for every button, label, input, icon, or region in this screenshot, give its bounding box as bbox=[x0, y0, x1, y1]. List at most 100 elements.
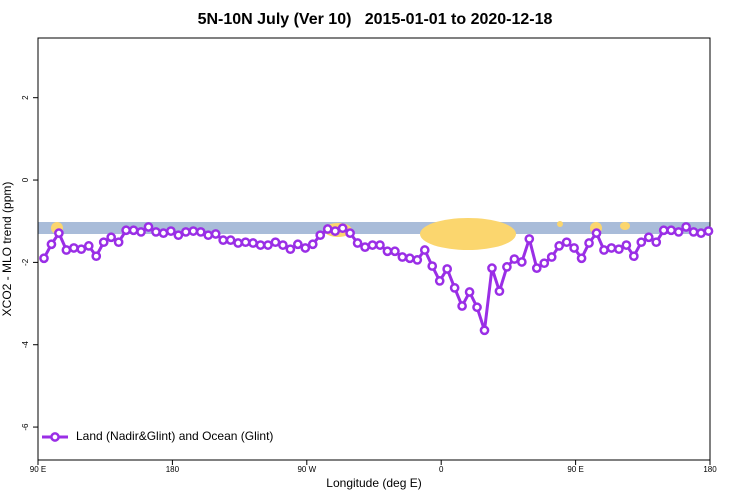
data-point bbox=[576, 253, 587, 264]
data-point bbox=[248, 238, 258, 248]
data-point bbox=[494, 286, 505, 297]
data-point bbox=[524, 234, 535, 244]
data-point bbox=[91, 251, 102, 262]
data-point bbox=[285, 244, 296, 255]
x-tick-label: 90 W bbox=[297, 465, 316, 474]
data-point bbox=[636, 237, 647, 248]
data-point bbox=[516, 257, 527, 267]
data-point bbox=[352, 238, 363, 248]
data-point bbox=[502, 262, 512, 272]
data-point bbox=[106, 232, 117, 243]
data-point bbox=[188, 226, 199, 236]
data-point bbox=[569, 243, 579, 253]
data-point bbox=[263, 240, 273, 250]
data-point bbox=[345, 228, 355, 238]
data-point bbox=[404, 253, 415, 264]
data-point bbox=[397, 252, 408, 262]
x-tick-label: 0 bbox=[439, 465, 444, 474]
data-point bbox=[531, 263, 542, 273]
data-point bbox=[203, 230, 214, 241]
data-point bbox=[419, 245, 430, 255]
data-point bbox=[136, 227, 146, 237]
data-point bbox=[54, 228, 64, 238]
data-point bbox=[158, 228, 169, 238]
data-point bbox=[83, 241, 94, 251]
x-axis-title: Longitude (deg E) bbox=[326, 476, 421, 490]
data-point bbox=[218, 235, 229, 245]
data-point bbox=[509, 254, 520, 264]
y-tick-label: 2 bbox=[21, 95, 30, 100]
data-point bbox=[442, 264, 453, 274]
data-point bbox=[591, 228, 602, 238]
data-point bbox=[210, 229, 221, 239]
chart-title: 5N-10N July (Ver 10) 2015-01-01 to 2020-… bbox=[198, 11, 553, 28]
data-point bbox=[278, 240, 288, 250]
data-point bbox=[643, 232, 654, 243]
legend-marker bbox=[50, 432, 60, 442]
data-point bbox=[151, 227, 161, 237]
data-point bbox=[427, 261, 438, 271]
land bbox=[420, 218, 516, 250]
data-point bbox=[128, 225, 139, 236]
data-point bbox=[98, 237, 109, 248]
y-tick-label: -6 bbox=[21, 423, 30, 431]
data-point bbox=[599, 245, 609, 255]
data-point bbox=[39, 253, 49, 264]
data-point bbox=[584, 238, 594, 248]
legend-label: Land (Nadir&Glint) and Ocean (Glint) bbox=[76, 429, 273, 443]
data-point bbox=[703, 226, 714, 236]
y-axis-title: XCO2 - MLO trend (ppm) bbox=[0, 182, 14, 317]
data-point bbox=[546, 252, 557, 262]
data-point bbox=[539, 258, 550, 269]
data-point bbox=[240, 237, 251, 248]
data-point bbox=[606, 243, 617, 253]
y-tick-label: 0 bbox=[21, 177, 30, 182]
x-tick-label: 180 bbox=[166, 465, 180, 474]
data-point bbox=[307, 239, 318, 250]
data-point bbox=[292, 239, 303, 250]
data-point bbox=[628, 251, 639, 262]
data-point bbox=[554, 241, 565, 251]
data-point bbox=[382, 246, 393, 257]
plot-frame bbox=[37, 37, 711, 461]
y-tick-label: -2 bbox=[21, 258, 30, 266]
data-point bbox=[61, 245, 72, 255]
data-point bbox=[681, 222, 691, 232]
data-point bbox=[255, 240, 266, 250]
x-tick-label: 90 E bbox=[30, 465, 46, 474]
data-point bbox=[412, 255, 423, 265]
data-point bbox=[666, 225, 677, 236]
data-point bbox=[621, 240, 632, 250]
data-point bbox=[143, 222, 154, 232]
data-point bbox=[68, 243, 79, 253]
data-point bbox=[658, 225, 669, 236]
data-point bbox=[688, 227, 699, 237]
data-point bbox=[479, 325, 490, 336]
data-point bbox=[166, 226, 176, 236]
data-point bbox=[673, 227, 684, 237]
data-point bbox=[300, 243, 311, 253]
data-point bbox=[487, 263, 497, 273]
data-point bbox=[561, 237, 572, 248]
data-point bbox=[195, 227, 206, 237]
data-point bbox=[180, 227, 191, 237]
data-point bbox=[337, 223, 348, 234]
data-point bbox=[614, 244, 624, 255]
data-point bbox=[76, 244, 87, 255]
data-point bbox=[390, 246, 400, 257]
data-point bbox=[696, 228, 706, 238]
x-tick-label: 180 bbox=[703, 465, 717, 474]
land bbox=[620, 222, 630, 230]
data-point bbox=[464, 287, 475, 297]
data-point bbox=[360, 242, 370, 252]
data-point bbox=[225, 235, 236, 245]
y-tick-label: -4 bbox=[21, 341, 30, 349]
data-point bbox=[46, 239, 57, 250]
land bbox=[557, 221, 563, 227]
data-point bbox=[434, 276, 445, 286]
data-point bbox=[472, 302, 482, 313]
data-point bbox=[173, 230, 184, 241]
data-point bbox=[121, 225, 131, 236]
data-point bbox=[270, 237, 281, 248]
